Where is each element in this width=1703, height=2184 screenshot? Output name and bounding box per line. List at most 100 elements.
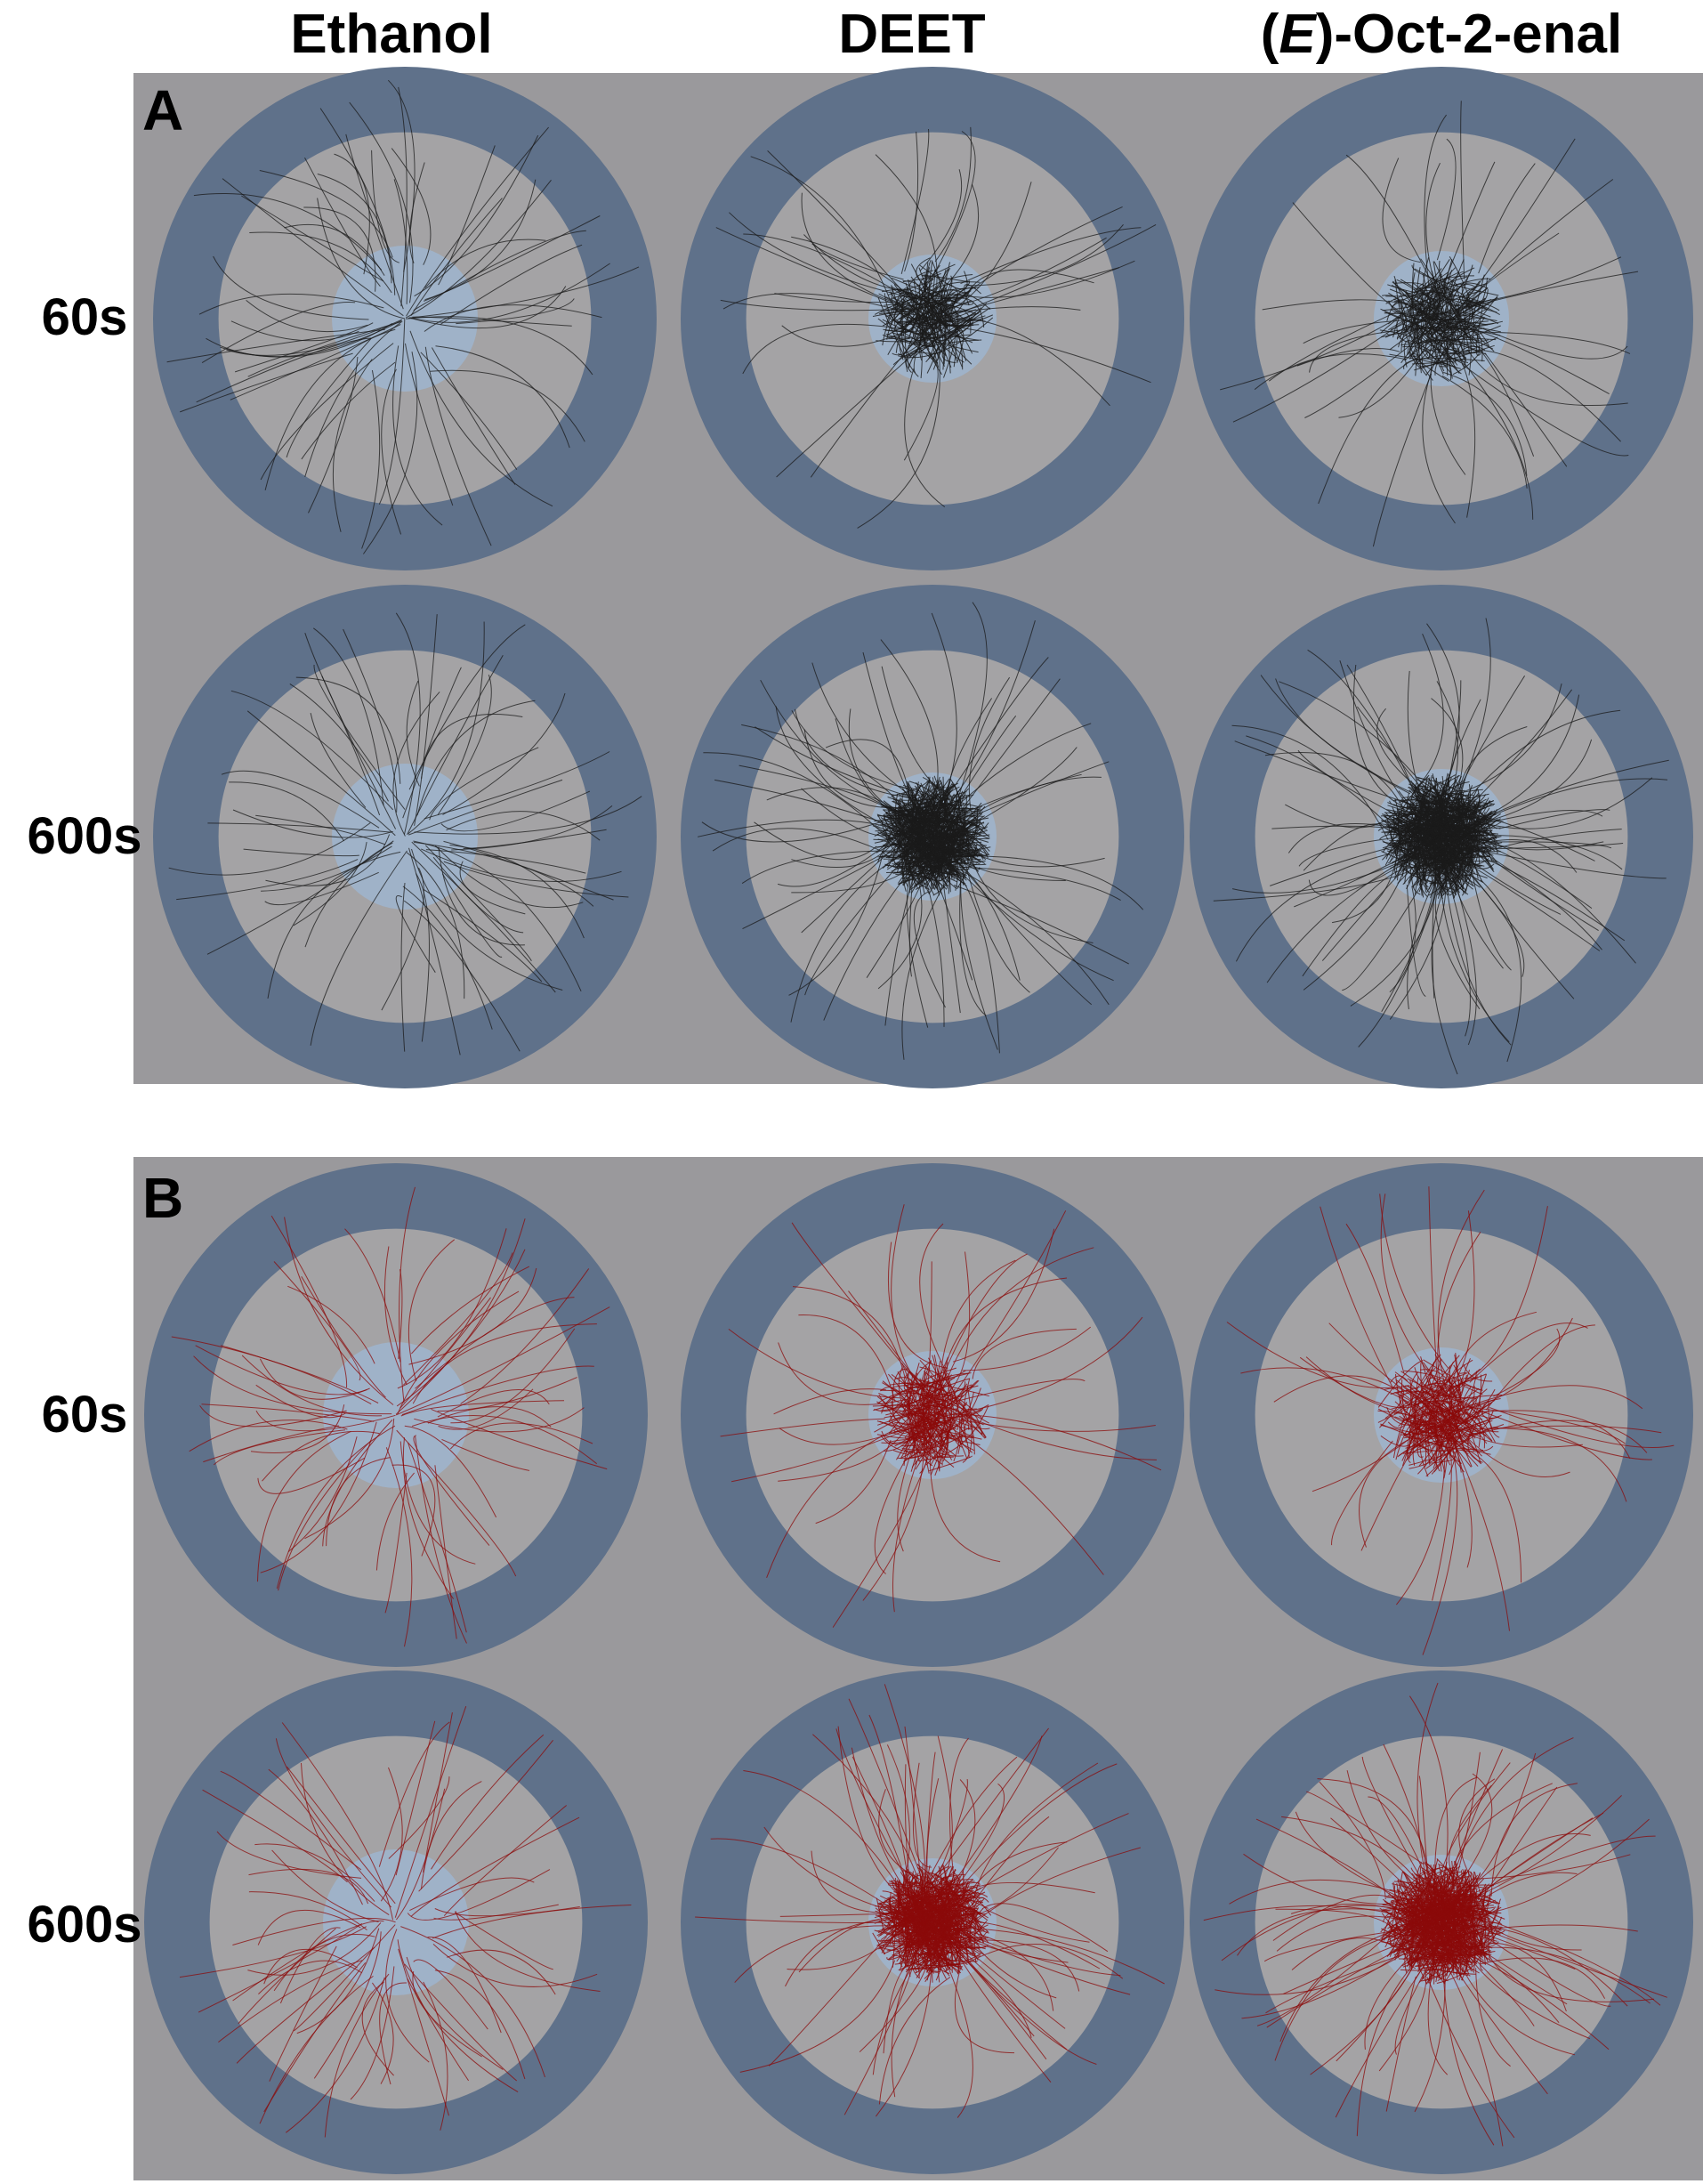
trace-path [1400, 1911, 1480, 1929]
trace-path [1359, 1439, 1408, 1548]
trace-path [967, 747, 1077, 829]
trace-path [1392, 806, 1429, 841]
trace-path [1413, 1410, 1485, 1449]
trace-path [1414, 344, 1495, 371]
trace-path [267, 851, 401, 999]
trace-path [1489, 1407, 1675, 1448]
trace-path [232, 809, 393, 838]
trace-path [1353, 664, 1410, 811]
trace-path [1467, 1403, 1486, 1463]
arena-figure [681, 1163, 1184, 1667]
trace-path [722, 293, 908, 313]
trace-path [801, 192, 892, 303]
trace-path [295, 676, 401, 784]
trace-path [437, 674, 492, 815]
trace-path [213, 255, 369, 320]
trace-path [1449, 618, 1491, 816]
trace-path [396, 1306, 610, 1416]
trace-path [1419, 289, 1489, 307]
trace-path [901, 878, 948, 1060]
trace-path [1448, 1385, 1643, 1415]
trace-path [1493, 1328, 1561, 1397]
trace-path [959, 1412, 1158, 1460]
octenal-name-rest: )-Oct-2-enal [1315, 4, 1623, 65]
trace-path [932, 206, 1123, 319]
trace-path [326, 1457, 391, 1547]
trace-path [900, 1878, 937, 1918]
trace-path [902, 795, 941, 886]
column-header-octenal: (E)-Oct-2-enal [1183, 4, 1699, 66]
trace-path [902, 287, 940, 368]
trace-path [400, 882, 406, 1052]
trace-path [902, 784, 946, 811]
trace-path [313, 627, 384, 806]
trace-path [921, 1379, 964, 1403]
trace-path [362, 351, 418, 554]
trace-path [976, 1847, 1142, 1921]
trace-path [940, 1277, 1068, 1395]
trace-path [402, 1437, 455, 1599]
trace-path [395, 612, 421, 835]
trace-path [166, 328, 385, 363]
trace-path [1390, 279, 1424, 330]
trace-path [1221, 1905, 1412, 1962]
trace-path [304, 157, 381, 287]
trace-path [261, 845, 392, 892]
trace-path [1384, 1386, 1445, 1420]
arena-figure [681, 67, 1184, 570]
trace-path [259, 170, 393, 258]
trace-path [1426, 1977, 1515, 2139]
trace-path [431, 1734, 545, 1870]
trace-path [848, 1290, 924, 1390]
trace-path [901, 1363, 928, 1474]
trace-path [767, 150, 905, 293]
trace-path [919, 1392, 973, 1453]
trace-path [381, 368, 402, 535]
trace-path [968, 1944, 1124, 1979]
trace-path [947, 1939, 1097, 2065]
panel-a-arena-octenal-600s [1186, 581, 1697, 1092]
trace-path [398, 86, 408, 307]
trace-path [383, 1246, 408, 1386]
trace-path [460, 1268, 590, 1404]
trace-path [912, 781, 930, 837]
trace-path [248, 1891, 367, 1930]
trace-path [932, 807, 979, 853]
trace-path [1424, 320, 1469, 336]
trace-path [886, 856, 940, 873]
trace-path [900, 1897, 932, 1963]
trace-path [1415, 308, 1478, 352]
panel-b-arena-octenal-600s [1186, 1667, 1697, 2178]
trace-path [1496, 843, 1636, 964]
trace-path [904, 1764, 912, 1894]
panel-b-row-label-60s: 60s [41, 1386, 128, 1444]
trace-path [960, 1378, 971, 1445]
panel-b-arena-ethanol-600s [141, 1667, 651, 2178]
trace-path [207, 822, 391, 833]
trace-path [222, 178, 404, 317]
trace-path [1256, 1925, 1399, 2026]
trace-path [176, 859, 359, 901]
trace-path [236, 1946, 375, 2064]
trace-path [1433, 836, 1502, 864]
trace-path [1441, 375, 1528, 489]
trace-path [739, 1960, 896, 2073]
trace-path [908, 1370, 949, 1462]
trace-path [1498, 809, 1610, 829]
trace-path [1462, 138, 1576, 305]
trace-path [766, 787, 901, 814]
trace-path [423, 1712, 453, 1873]
trace-path [206, 320, 402, 358]
trace-path [218, 1960, 363, 2042]
trace-path [168, 822, 371, 876]
trace-path [399, 1186, 416, 1403]
trace-path [443, 840, 614, 901]
trace-path [948, 657, 1049, 796]
trace-path [234, 322, 374, 373]
trace-path [815, 1439, 892, 1525]
trace-path [1414, 826, 1496, 868]
trace-path [392, 345, 443, 526]
trace-path [1449, 1867, 1471, 1902]
trace-path [930, 1402, 967, 1466]
trace-path [750, 156, 892, 303]
